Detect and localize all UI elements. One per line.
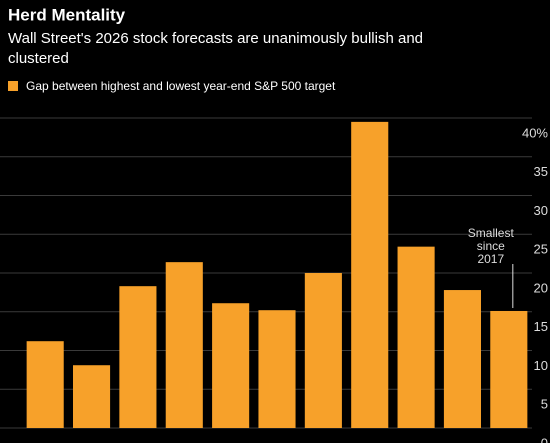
bar xyxy=(397,246,435,428)
y-tick-label: 20 xyxy=(534,280,548,295)
y-tick-label: 35 xyxy=(534,164,548,179)
annotation: 2017 xyxy=(477,252,504,266)
bar xyxy=(443,290,481,428)
bar xyxy=(212,303,250,428)
bar xyxy=(490,310,528,428)
annotation: since xyxy=(477,239,505,253)
y-tick-label: 15 xyxy=(534,319,548,334)
y-tick-label: 30 xyxy=(534,203,548,218)
bar xyxy=(258,310,296,428)
bar xyxy=(73,365,111,428)
annotation: Smallest xyxy=(468,226,515,240)
y-tick-label: 25 xyxy=(534,242,548,257)
chart-title: Herd Mentality xyxy=(8,5,126,24)
legend-label: Gap between highest and lowest year-end … xyxy=(26,79,336,93)
y-tick-label: 10 xyxy=(534,358,548,373)
y-tick-label: 0 xyxy=(541,435,548,443)
y-tick-label: 40% xyxy=(522,125,548,140)
bar xyxy=(119,286,157,428)
bar xyxy=(304,273,342,428)
chart-subtitle: clustered xyxy=(8,50,69,67)
legend-swatch xyxy=(8,81,18,91)
bar xyxy=(165,262,203,428)
y-tick-label: 5 xyxy=(541,397,548,412)
chart-subtitle: Wall Street's 2026 stock forecasts are u… xyxy=(8,30,423,47)
bar xyxy=(351,121,389,428)
bar xyxy=(26,341,64,428)
